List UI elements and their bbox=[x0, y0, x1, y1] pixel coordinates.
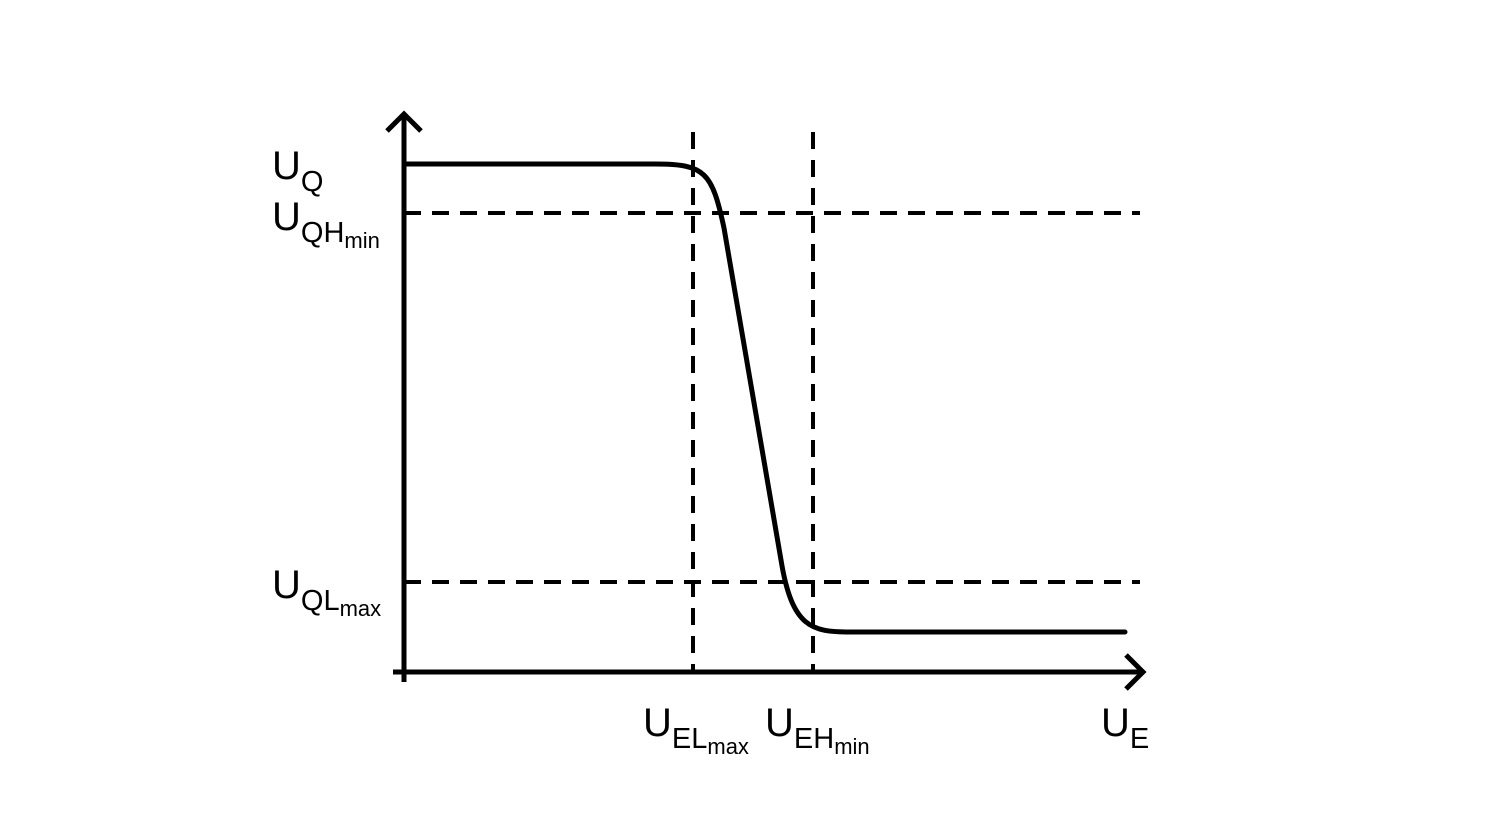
x-axis-arrowhead bbox=[1124, 653, 1147, 691]
uql-max-label: UQLmax bbox=[272, 563, 382, 621]
transfer-curve bbox=[401, 161, 1128, 635]
x-axis-label: UE bbox=[1101, 701, 1150, 755]
uqh-min-label: UQHmin bbox=[272, 195, 380, 253]
ueh-min-label: UEHmin bbox=[765, 701, 870, 759]
y-axis-arrowhead bbox=[385, 110, 423, 133]
uel-max-label: UELmax bbox=[643, 701, 749, 759]
y-axis-label: UQ bbox=[272, 144, 324, 198]
